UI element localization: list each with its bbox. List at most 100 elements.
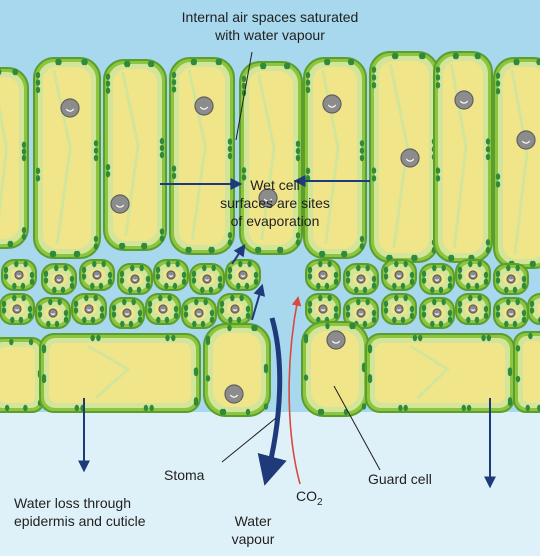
- chloroplast: [421, 270, 427, 278]
- cell: [0, 337, 45, 413]
- chloroplast: [181, 271, 187, 279]
- chloroplast: [438, 320, 444, 328]
- chloroplast: [448, 254, 453, 262]
- chloroplast: [495, 270, 501, 278]
- chloroplast: [81, 273, 87, 280]
- chloroplast: [400, 316, 406, 324]
- chloroplast: [1, 300, 7, 308]
- chloroplast: [409, 278, 415, 285]
- nucleus-highlight: [124, 312, 130, 315]
- chloroplast: [398, 404, 403, 412]
- cell: [303, 57, 367, 259]
- chloroplast: [371, 282, 377, 289]
- chloroplast: [35, 86, 41, 94]
- chloroplast: [333, 312, 339, 319]
- chloroplast: [430, 320, 435, 328]
- chloroplast: [495, 173, 501, 180]
- nucleus-highlight: [56, 278, 62, 281]
- chloroplast: [171, 86, 177, 93]
- chloroplast: [371, 74, 377, 81]
- chloroplast: [171, 71, 177, 79]
- chloroplast: [159, 144, 165, 152]
- chloroplast: [507, 367, 513, 374]
- chloroplast: [403, 260, 408, 268]
- chloroplast: [21, 141, 27, 149]
- chloroplast: [203, 298, 208, 306]
- chloroplast: [371, 275, 377, 283]
- chloroplast: [528, 332, 533, 340]
- chloroplast: [227, 273, 233, 280]
- cell: [305, 259, 341, 291]
- chloroplast: [362, 320, 368, 328]
- nucleus: [54, 274, 64, 284]
- chloroplast: [43, 277, 49, 284]
- chloroplast: [137, 316, 143, 323]
- chloroplast: [383, 307, 389, 314]
- chloroplast: [149, 404, 154, 412]
- chloroplast: [495, 72, 501, 79]
- cell: [203, 323, 271, 417]
- chloroplast: [241, 174, 247, 181]
- chloroplast: [485, 138, 491, 145]
- label-wet-line3: of evaporation: [230, 213, 320, 229]
- chloroplast: [193, 367, 199, 374]
- chloroplast: [495, 304, 501, 312]
- chloroplast: [131, 298, 136, 306]
- chloroplast: [227, 232, 233, 239]
- chloroplast: [513, 58, 518, 66]
- chloroplast: [171, 172, 177, 179]
- chloroplast: [466, 316, 471, 324]
- chloroplast: [354, 286, 359, 294]
- chloroplast: [7, 240, 12, 248]
- nucleus-highlight: [508, 278, 514, 281]
- chloroplast: [48, 298, 53, 306]
- chloroplast: [515, 345, 521, 352]
- chloroplast: [466, 404, 472, 412]
- chloroplast: [485, 146, 491, 153]
- chloroplast: [63, 264, 68, 272]
- chloroplast: [403, 404, 408, 412]
- chloroplast: [457, 300, 463, 308]
- chloroplast: [327, 260, 332, 268]
- cell: [419, 297, 455, 329]
- chloroplast: [295, 154, 301, 162]
- label-water-loss: Water loss through epidermis and cuticle: [14, 494, 146, 530]
- chloroplast: [0, 69, 2, 75]
- chloroplast: [155, 266, 161, 274]
- nucleus: [356, 308, 366, 318]
- chloroplast: [18, 316, 24, 324]
- cytoplasm-strand: [0, 103, 8, 220]
- nucleus: [400, 148, 420, 168]
- chloroplast: [504, 286, 509, 294]
- chloroplast: [283, 62, 289, 70]
- chloroplast: [506, 298, 511, 306]
- chloroplast: [46, 320, 51, 328]
- nucleus: [12, 304, 22, 314]
- chloroplast: [93, 243, 99, 250]
- nucleus-highlight: [521, 140, 531, 144]
- vacuole: [523, 341, 540, 403]
- chloroplast: [295, 147, 301, 155]
- chloroplast: [215, 58, 221, 66]
- nucleus-highlight: [240, 274, 246, 277]
- chloroplast: [173, 312, 179, 319]
- chloroplast: [409, 312, 415, 319]
- nucleus-highlight: [434, 312, 440, 315]
- cell: [153, 259, 189, 291]
- chloroplast: [529, 307, 535, 314]
- chloroplast: [394, 294, 399, 302]
- chloroplast: [227, 266, 233, 274]
- chloroplast: [124, 60, 129, 68]
- chloroplast: [227, 138, 233, 145]
- cytoplasm-strand: [388, 63, 409, 249]
- cell: [305, 293, 341, 325]
- chloroplast: [485, 239, 491, 246]
- vacuole: [49, 343, 191, 403]
- nucleus: [432, 308, 442, 318]
- nucleus: [130, 274, 140, 284]
- chloroplast: [90, 316, 96, 324]
- cell: [365, 333, 515, 413]
- chloroplast: [21, 226, 27, 234]
